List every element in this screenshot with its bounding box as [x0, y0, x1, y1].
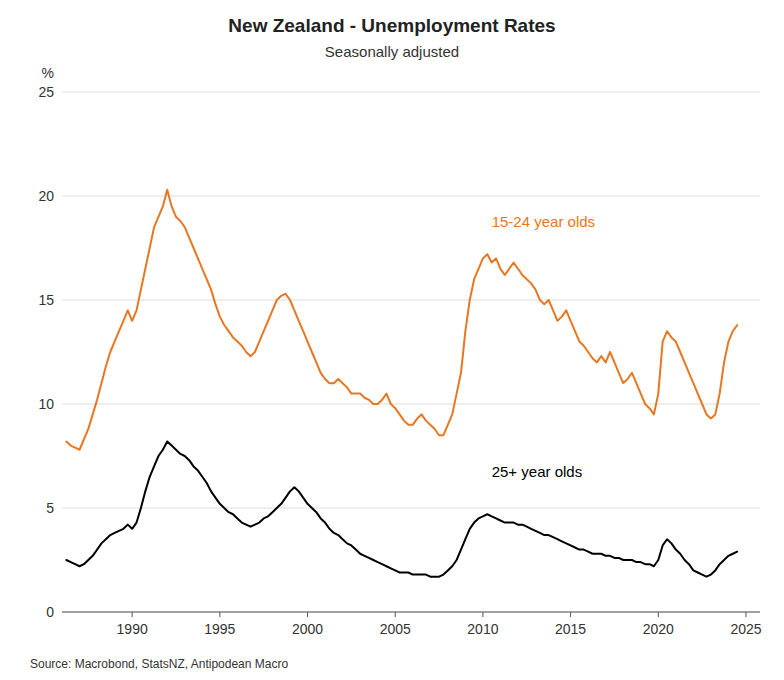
line-label: 15-24 year olds [492, 213, 595, 230]
y-tick-label: 20 [38, 188, 54, 204]
subtitle: Seasonally adjusted [325, 43, 459, 60]
x-axis-line [62, 612, 760, 613]
x-tick [658, 612, 659, 617]
grid-line [62, 508, 760, 509]
y-tick-label: 15 [38, 292, 54, 308]
x-tick-label: 2015 [555, 621, 586, 637]
x-tick [745, 612, 746, 617]
chart: New Zealand - Unemployment Rates Seasonal… [0, 0, 784, 680]
x-tick [570, 612, 571, 617]
x-tick-label: 2005 [380, 621, 411, 637]
y-tick-label: 10 [38, 396, 54, 412]
x-tick-label: 2020 [643, 621, 674, 637]
y-tick-label: 5 [46, 500, 54, 516]
grid-line [62, 612, 760, 613]
line-label: 25+ year olds [492, 463, 582, 480]
x-tick-label: 2010 [467, 621, 498, 637]
y-grid [62, 92, 760, 612]
x-tick [219, 612, 220, 617]
y-tick-label: 25 [38, 84, 54, 100]
x-tick-label: 2025 [730, 621, 761, 637]
background [0, 0, 784, 680]
grid-line [62, 300, 760, 301]
y-tick-label: 0 [46, 604, 54, 620]
y-axis-label: % [42, 65, 54, 81]
series-line [66, 190, 737, 450]
lines [66, 190, 737, 577]
grid-line [62, 92, 760, 93]
title: New Zealand - Unemployment Rates [228, 15, 555, 36]
x-tick-label: 1995 [204, 621, 235, 637]
x-tick [395, 612, 396, 617]
series-line [66, 441, 737, 576]
x-tick-label: 1990 [117, 621, 148, 637]
x-tick [307, 612, 308, 617]
x-tick [132, 612, 133, 617]
source: Source: Macrobond, StatsNZ, Antipodean M… [30, 657, 288, 671]
x-tick [482, 612, 483, 617]
x-tick-label: 2000 [292, 621, 323, 637]
